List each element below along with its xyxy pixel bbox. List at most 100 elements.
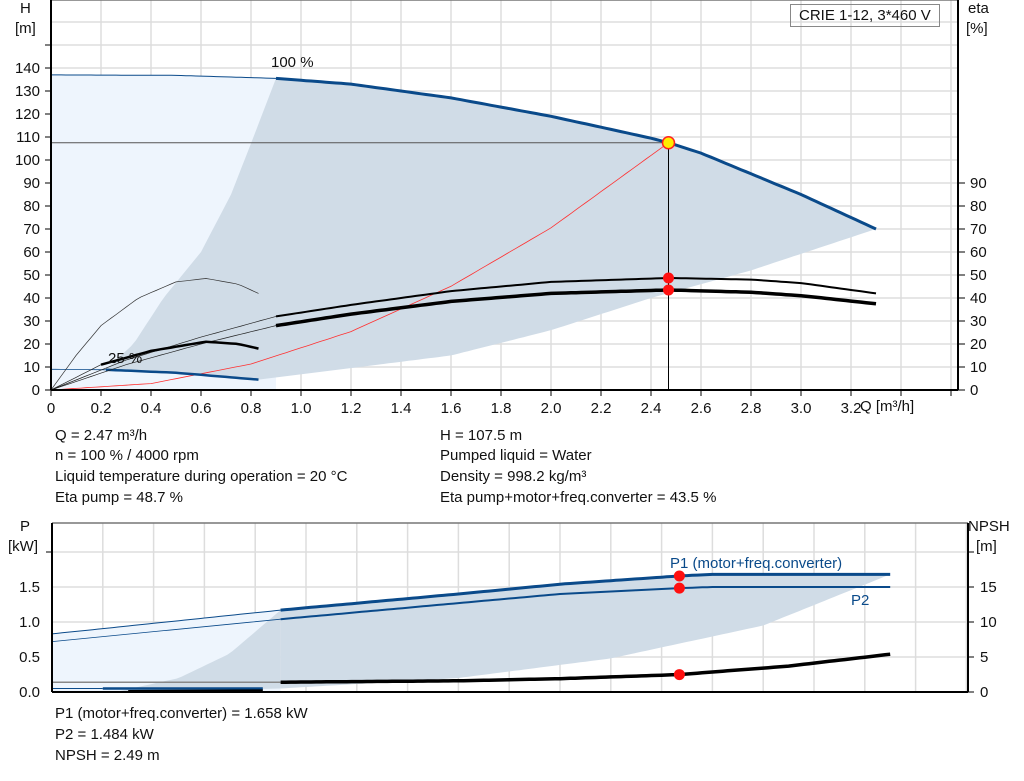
npsh-axis-unit: [m] xyxy=(976,538,997,555)
info-q: Q = 2.47 m³/h xyxy=(55,427,148,444)
q-tick-label: 2.8 xyxy=(741,400,762,417)
eta-total-100-extension xyxy=(50,325,277,391)
eta-total-100-curve xyxy=(275,288,877,328)
q-tick-label: 3.2 xyxy=(841,400,862,417)
eta-pump-100-curve xyxy=(275,276,877,318)
info-p2: P2 = 1.484 kW xyxy=(55,726,154,743)
q-tick-label: 0.8 xyxy=(241,400,262,417)
info-liquid: Pumped liquid = Water xyxy=(440,447,592,464)
q-tick-label: 0.2 xyxy=(91,400,112,417)
npsh-tick-label: 5 xyxy=(980,649,988,666)
h-tick-label: 120 xyxy=(15,106,40,123)
info-npsh: NPSH = 2.49 m xyxy=(55,747,160,764)
eta-tick-label: 10 xyxy=(970,359,987,376)
h-tick-label: 80 xyxy=(23,198,40,215)
npsh-curve xyxy=(280,652,891,684)
q-tick-label: 1.0 xyxy=(291,400,312,417)
q-tick-label: 3.0 xyxy=(791,400,812,417)
eta-total-duty-marker xyxy=(663,284,674,296)
chart-title: CRIE 1-12, 3*460 V xyxy=(790,4,940,27)
h-axis-unit: [m] xyxy=(15,20,36,37)
npsh-tick-label: 15 xyxy=(980,579,997,596)
eta-tick-label: 50 xyxy=(970,267,987,284)
p-axis-unit: [kW] xyxy=(8,538,38,555)
h-tick-label: 20 xyxy=(23,336,40,353)
npsh-tick-label: 0 xyxy=(980,684,988,701)
eta-total-25-curve xyxy=(100,340,259,366)
q-tick-label: 2.4 xyxy=(641,400,662,417)
h-tick-label: 90 xyxy=(23,175,40,192)
info-h: H = 107.5 m xyxy=(440,427,523,444)
h-curve-25 xyxy=(105,368,259,381)
p2-curve xyxy=(280,586,891,621)
q-tick-label: 2.6 xyxy=(691,400,712,417)
info-eta-pump: Eta pump = 48.7 % xyxy=(55,489,183,506)
p2-label: P2 xyxy=(851,592,870,609)
p-tick-label: 1.0 xyxy=(19,614,40,631)
h-tick-label: 50 xyxy=(23,267,40,284)
eta-tick-label: 0 xyxy=(970,382,978,399)
q-tick-label: 1.4 xyxy=(391,400,412,417)
eta-pump-duty-marker xyxy=(663,272,674,284)
annotation-100: 100 % xyxy=(271,54,314,71)
q-tick-label: 0 xyxy=(47,400,55,417)
q-tick-label: 1.8 xyxy=(491,400,512,417)
h-tick-label: 40 xyxy=(23,290,40,307)
info-temperature: Liquid temperature during operation = 20… xyxy=(55,468,348,485)
h-tick-label: 130 xyxy=(15,83,40,100)
q-axis-label: Q [m³/h] xyxy=(860,398,915,415)
info-eta-total: Eta pump+motor+freq.converter = 43.5 % xyxy=(440,489,717,506)
system-curve xyxy=(50,142,669,391)
h-tick-label: 0 xyxy=(32,382,40,399)
q-tick-label: 2.0 xyxy=(541,400,562,417)
h-axis-label: H xyxy=(20,0,31,17)
h-tick-label: 110 xyxy=(16,129,40,146)
h-tick-label: 140 xyxy=(15,60,40,77)
p-tick-label: 0.0 xyxy=(19,684,40,701)
p1-curve-extension xyxy=(51,609,281,635)
eta-tick-label: 30 xyxy=(970,313,987,330)
p-axis-label: P xyxy=(20,518,31,535)
h-curve-100 xyxy=(275,76,877,231)
eta-axis-label: eta xyxy=(968,0,989,17)
eta-tick-label: 70 xyxy=(970,221,987,238)
p1-label: P1 (motor+freq.converter) xyxy=(670,555,843,572)
h-tick-label: 30 xyxy=(23,313,40,330)
eta-tick-label: 90 xyxy=(970,175,987,192)
operating-region-power xyxy=(280,574,891,689)
operating-region-power-left xyxy=(115,610,281,692)
p1-curve xyxy=(280,572,891,612)
q-tick-label: 1.6 xyxy=(441,400,462,417)
q-tick-label: 1.2 xyxy=(341,400,362,417)
info-speed: n = 100 % / 4000 rpm xyxy=(55,447,199,464)
duty-point-marker xyxy=(661,136,676,150)
eta-tick-label: 60 xyxy=(970,244,987,261)
h-tick-label: 70 xyxy=(23,221,40,238)
p2-duty-marker xyxy=(673,582,685,594)
h-tick-label: 60 xyxy=(23,244,40,261)
eta-tick-label: 80 xyxy=(970,198,987,215)
npsh-axis-label: NPSH xyxy=(968,518,1010,535)
p1-duty-marker xyxy=(673,570,685,582)
eta-tick-label: 40 xyxy=(970,290,987,307)
npsh-tick-label: 10 xyxy=(980,614,997,631)
h-curve-100-extension xyxy=(51,74,277,79)
info-p1: P1 (motor+freq.converter) = 1.658 kW xyxy=(55,705,308,722)
q-tick-label: 0.6 xyxy=(191,400,212,417)
npsh-duty-marker xyxy=(673,669,685,681)
q-tick-label: 2.2 xyxy=(591,400,612,417)
eta-total-25-extension xyxy=(50,364,102,391)
h-tick-label: 10 xyxy=(23,359,40,376)
p-tick-label: 1.5 xyxy=(19,579,40,596)
q-tick-label: 0.4 xyxy=(141,400,162,417)
p-tick-label: 0.5 xyxy=(19,649,40,666)
annotation-25: 25 % xyxy=(108,350,143,367)
operating-region xyxy=(106,78,876,380)
eta-pump-25-curve xyxy=(50,278,259,391)
p2-curve-extension xyxy=(51,618,281,642)
info-density: Density = 998.2 kg/m³ xyxy=(440,468,587,485)
h-tick-label: 100 xyxy=(15,152,40,169)
eta-axis-unit: [%] xyxy=(966,20,988,37)
